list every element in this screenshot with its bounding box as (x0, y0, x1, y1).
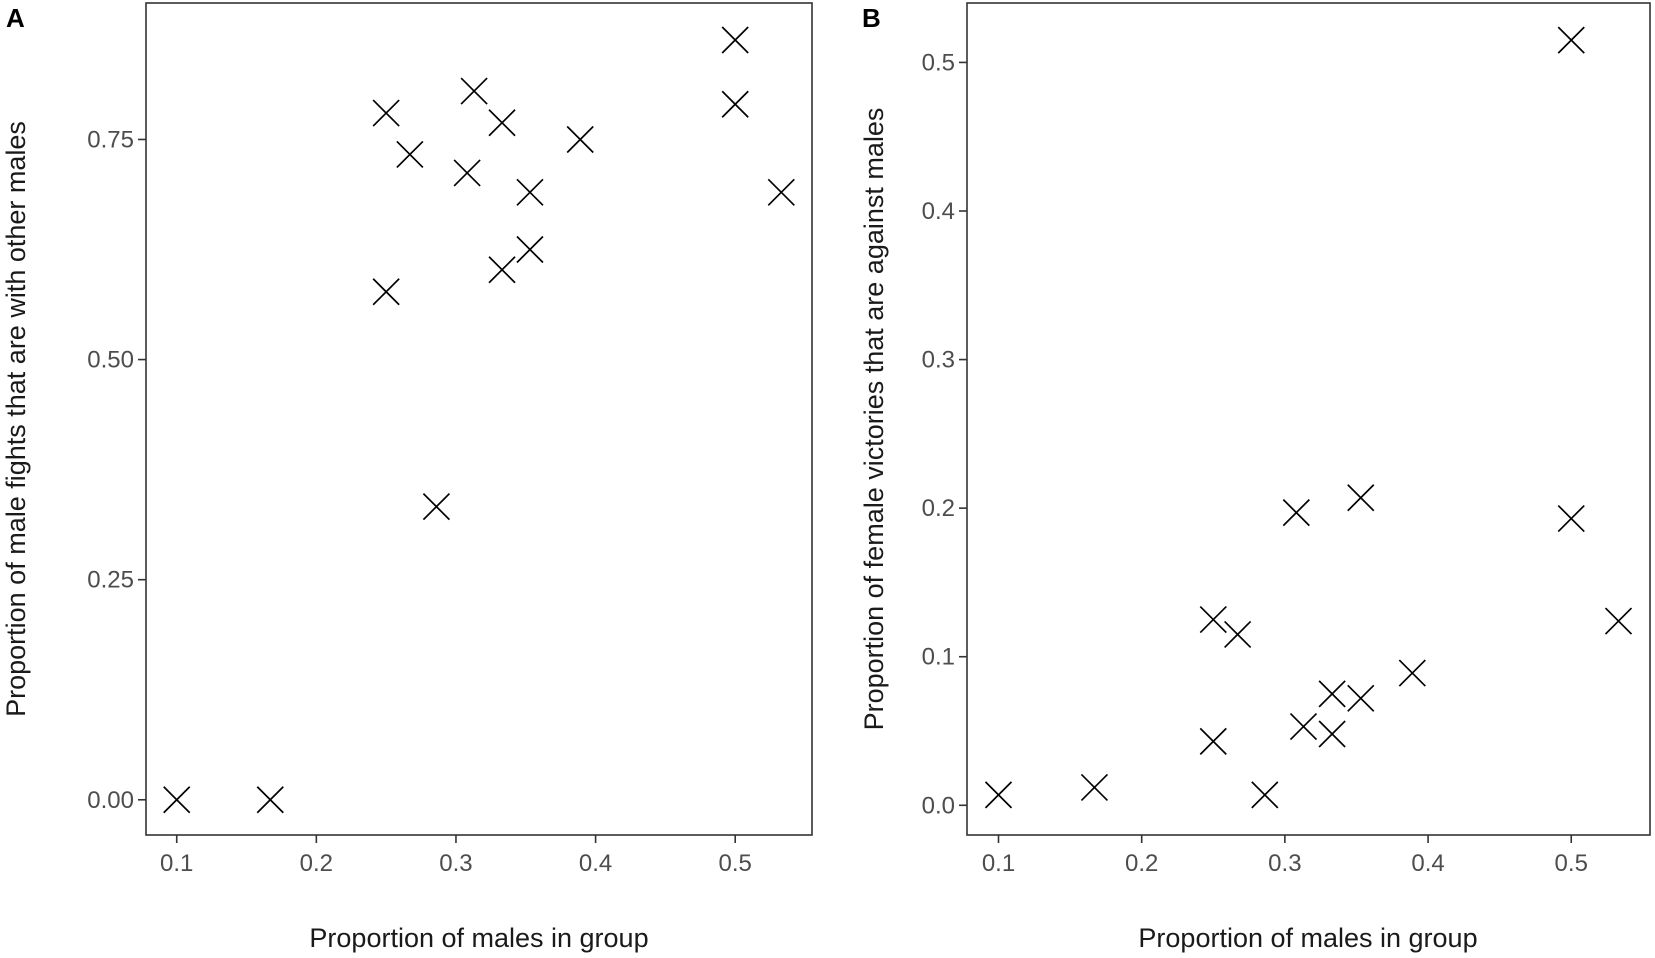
x-tick-label: 0.5 (1555, 850, 1588, 877)
data-point (1604, 607, 1633, 635)
data-point (1224, 620, 1252, 649)
data-point (984, 781, 1013, 809)
x-tick-label: 0.1 (160, 850, 193, 877)
data-point (1557, 26, 1585, 54)
panel-a-letter: A (6, 3, 25, 33)
x-tick-label: 0.2 (1125, 850, 1158, 877)
panel-a-x-axis: 0.1 0.2 0.3 0.4 0.5 (160, 835, 752, 877)
data-point (488, 256, 516, 284)
data-point (516, 235, 544, 264)
y-tick-label: 0.1 (922, 644, 955, 671)
data-point (1347, 484, 1375, 512)
data-point (396, 140, 424, 169)
panel-a-y-axis: 0.00 0.25 0.50 0.75 (87, 126, 146, 814)
data-point (1398, 659, 1426, 687)
data-point (422, 493, 451, 521)
data-point (460, 77, 488, 105)
data-point (1347, 684, 1375, 712)
y-tick-label: 0.5 (922, 49, 955, 76)
data-point (488, 109, 516, 137)
y-tick-label: 0.4 (922, 198, 955, 225)
data-point (721, 90, 749, 118)
x-tick-label: 0.1 (982, 850, 1015, 877)
data-point (372, 99, 400, 127)
data-point (256, 786, 284, 814)
data-point (453, 159, 481, 187)
panel-a: A 0.1 0.2 0.3 0.4 0.5 0.00 0.25 0.50 0.75 Propo… (1, 2, 813, 953)
data-point (1318, 680, 1346, 708)
data-point (1557, 504, 1585, 533)
panel-b: B 0.1 0.2 0.3 0.4 0.5 0.0 0.1 0.2 0.3 0.4 0.5 Pro… (859, 2, 1651, 953)
data-point (516, 178, 544, 206)
x-tick-label: 0.5 (719, 850, 752, 877)
panel-a-plot-frame (145, 2, 813, 836)
y-tick-label: 0.00 (87, 787, 134, 814)
panel-a-points (163, 26, 795, 814)
panel-a-x-axis-title: Proportion of males in group (309, 923, 648, 953)
y-tick-label: 0.75 (87, 126, 134, 153)
data-point (767, 178, 795, 206)
y-tick-label: 0.3 (922, 347, 955, 374)
x-tick-label: 0.3 (1268, 850, 1301, 877)
data-point (1289, 712, 1318, 741)
data-point (1251, 781, 1279, 809)
panel-b-points (984, 26, 1633, 809)
data-point (163, 786, 191, 814)
panel-b-y-axis: 0.0 0.1 0.2 0.3 0.4 0.5 (922, 49, 967, 819)
panel-b-y-axis-title: Proportion of female victories that are … (859, 108, 889, 731)
panel-b-x-axis: 0.1 0.2 0.3 0.4 0.5 (982, 835, 1588, 877)
x-tick-label: 0.4 (1411, 850, 1444, 877)
x-tick-label: 0.3 (439, 850, 472, 877)
panel-b-x-axis-title: Proportion of males in group (1138, 923, 1477, 953)
data-point (372, 278, 400, 306)
y-tick-label: 0.0 (922, 792, 955, 819)
data-point (721, 26, 749, 54)
y-tick-label: 0.50 (87, 347, 134, 374)
data-point (566, 125, 594, 154)
panel-b-plot-frame (966, 2, 1651, 836)
panel-a-y-axis-title: Proportion of male fights that are with … (1, 121, 31, 717)
y-tick-label: 0.2 (922, 495, 955, 522)
data-point (1318, 720, 1346, 748)
x-tick-label: 0.2 (300, 850, 333, 877)
panel-b-letter: B (862, 3, 881, 33)
data-point (1199, 727, 1227, 756)
data-point (1080, 773, 1109, 802)
data-point (1199, 605, 1227, 634)
x-tick-label: 0.4 (579, 850, 612, 877)
y-tick-label: 0.25 (87, 567, 134, 594)
data-point (1282, 498, 1310, 527)
